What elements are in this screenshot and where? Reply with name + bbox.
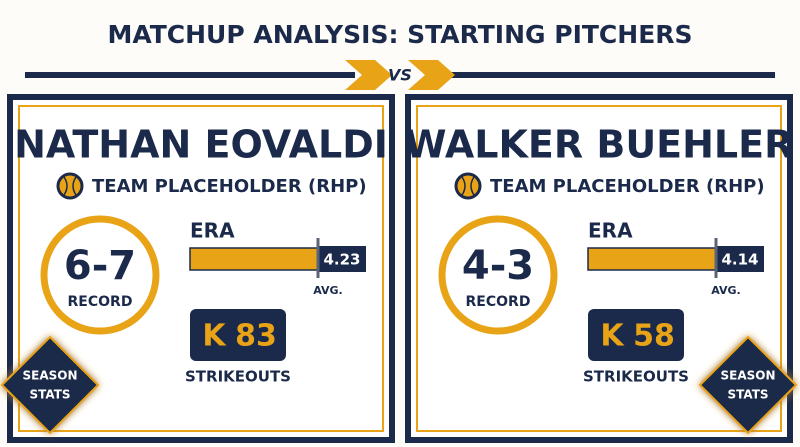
strikeouts: 58	[633, 319, 675, 354]
strikeouts: 83	[235, 319, 277, 354]
strikeouts-label: STRIKEOUTS	[185, 368, 291, 386]
title: MATCHUP ANALYSIS: STARTING PITCHERS	[107, 20, 692, 49]
record-label: RECORD	[68, 294, 133, 310]
chevron	[345, 60, 392, 90]
ball-seam	[461, 176, 475, 196]
team: TEAM PLACEHOLDER (RHP)	[490, 176, 765, 197]
era-label: ERA	[588, 219, 633, 243]
k-label: K	[202, 319, 227, 354]
vs-label: VS	[388, 66, 412, 85]
badge-line: STATS	[29, 388, 70, 402]
divider	[25, 72, 355, 78]
era-bar	[587, 247, 717, 271]
era-value-box	[716, 246, 764, 272]
cards: NATHAN EOVALDI TEAM PLACEHOLDER (RHP) 6-7 R…	[0, 94, 798, 443]
k-label: K	[600, 319, 625, 354]
ball-icon	[454, 172, 482, 200]
strikeout-box	[190, 309, 286, 361]
ball-icon	[56, 172, 84, 200]
badge-line: SEASON	[22, 369, 77, 383]
era-bar	[189, 247, 319, 271]
badge-line: STATS	[727, 388, 768, 402]
avg-label: AVG.	[313, 284, 343, 297]
avg-label: AVG.	[711, 284, 741, 297]
card-inner-border	[416, 105, 782, 432]
pitcher-name: NATHAN EOVALDI	[14, 123, 388, 167]
era-label: ERA	[190, 219, 235, 243]
card-inner-border	[18, 105, 384, 432]
divider	[445, 72, 775, 78]
record-label: RECORD	[466, 294, 531, 310]
strikeout-box	[588, 309, 684, 361]
ball-seam	[63, 176, 77, 196]
strikeouts-label: STRIKEOUTS	[583, 368, 689, 386]
pitcher-name: WALKER BUEHLER	[405, 123, 794, 167]
record: 4-3	[462, 243, 534, 289]
badge	[698, 335, 798, 435]
chevron	[408, 60, 455, 90]
team: TEAM PLACEHOLDER (RHP)	[92, 176, 367, 197]
era-value: 4.23	[323, 251, 360, 269]
record-ring	[438, 215, 558, 335]
record-ring	[40, 215, 160, 335]
era-value-box	[318, 246, 366, 272]
badge	[0, 335, 100, 435]
badge-line: SEASON	[720, 369, 775, 383]
record: 6-7	[64, 243, 136, 289]
era-value: 4.14	[721, 251, 758, 269]
